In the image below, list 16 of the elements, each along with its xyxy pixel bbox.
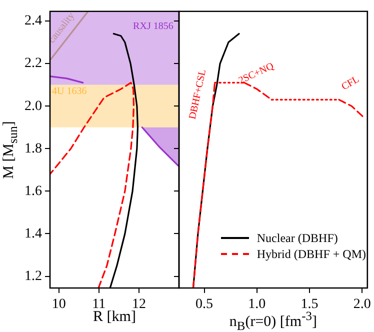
annotation: CFL	[340, 74, 362, 93]
x-tick-label: 10	[52, 297, 66, 312]
y-tick-label: 2.4	[24, 14, 42, 29]
annotation: DBHF+CSL	[187, 68, 209, 120]
legend-label: Nuclear (DBHF)	[256, 230, 338, 246]
y-tick-label: 1.2	[24, 268, 42, 284]
y-tick-label: 1.6	[24, 184, 42, 199]
y-tick-label: 1.4	[24, 226, 42, 242]
y-tick-label: 2.0	[24, 98, 42, 114]
y-tick-label: 2.2	[24, 56, 42, 72]
y-tick-label: 1.8	[24, 141, 42, 156]
legend-label: Hybrid (DBHF + QM)	[256, 246, 366, 262]
annotation: RXJ 1856	[133, 21, 174, 32]
x-tick-label: 0.5	[196, 297, 214, 312]
x-tick-label: 2.0	[353, 297, 371, 312]
annotation: 4U 1636	[52, 86, 87, 98]
